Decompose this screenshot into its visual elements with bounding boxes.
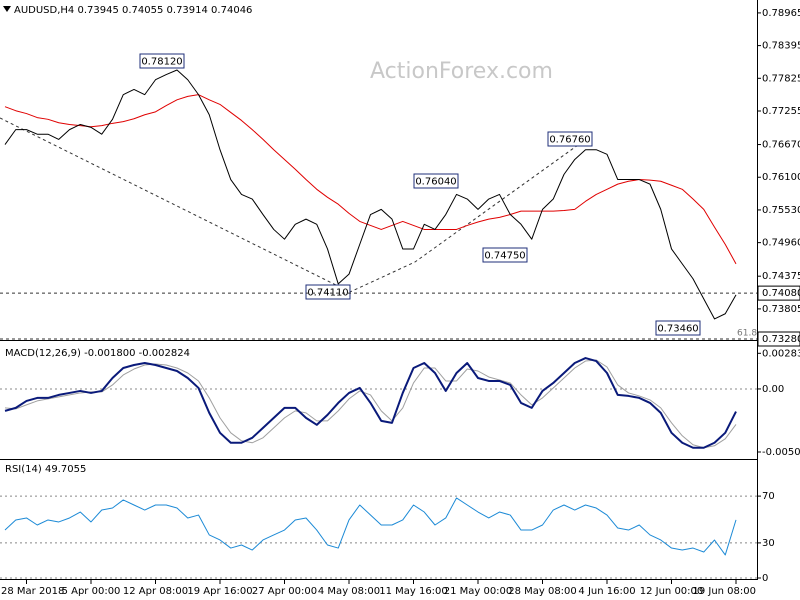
annotation: 61.8	[737, 329, 757, 339]
pane-title: RSI(14) 49.7055	[5, 464, 86, 475]
title-icon	[3, 6, 11, 12]
y-tick-label: 0.74960	[762, 238, 800, 249]
annotation: 0.76760	[549, 135, 590, 146]
y-tick-label: 0.78395	[762, 41, 800, 52]
level-label: 0.73280	[762, 334, 800, 345]
annotation-box	[139, 53, 185, 69]
x-tick-label: 19 Apr 16:00	[187, 586, 252, 597]
x-tick-label: 4 Jun 16:00	[578, 586, 635, 597]
annotation-box	[655, 320, 701, 336]
series-line	[4, 497, 737, 556]
annotation: 0.74750	[484, 251, 525, 262]
level-label: 0.74080	[762, 288, 800, 299]
watermark: ActionForex.com	[370, 59, 553, 84]
chart-title: AUDUSD,H4 0.73945 0.74055 0.73914 0.7404…	[14, 5, 252, 16]
pane-title: MACD(12,26,9) -0.001800 -0.002824	[5, 348, 190, 359]
x-tick-label: 21 May 00:00	[444, 586, 513, 597]
y-tick-label: 0.76100	[762, 172, 800, 183]
series-line	[4, 69, 737, 320]
annotation: 0.74110	[307, 288, 348, 299]
x-tick-label: 11 May 16:00	[379, 586, 448, 597]
annotation-box	[482, 247, 528, 263]
y-tick-label: 0.77255	[762, 106, 800, 117]
y-tick-label: 0.78965	[762, 8, 800, 19]
y-tick-label: 30	[762, 538, 775, 549]
y-tick-label: 0.73805	[762, 304, 800, 315]
x-tick-label: 27 Apr 00:00	[252, 586, 317, 597]
series-line	[4, 94, 737, 265]
y-tick-label: 0.00	[762, 384, 784, 395]
y-tick-label: 0.75530	[762, 205, 800, 216]
y-tick-label: 0.77825	[762, 73, 800, 84]
x-tick-label: 4 May 08:00	[318, 586, 380, 597]
annotation-box	[305, 284, 351, 300]
annotation: 0.78120	[141, 57, 182, 68]
x-tick-label: 12 Apr 08:00	[123, 586, 188, 597]
annotations: 0.78120 0.76760 0.76040 0.74750 0.74110 …	[139, 53, 757, 339]
annotation: 0.73460	[657, 324, 698, 335]
annotation-box	[547, 131, 593, 147]
x-tick-label: 19 Jun 08:00	[692, 586, 756, 597]
x-tick-label: 12 Jun 00:00	[640, 586, 704, 597]
y-tick-label: 0	[762, 573, 768, 584]
y-tick-label: 70	[762, 491, 775, 502]
x-tick-label: 5 Apr 00:00	[62, 586, 121, 597]
level-label-box	[757, 331, 800, 347]
x-tick-label: 28 Mar 2018	[1, 586, 64, 597]
y-tick-label: 0.76670	[762, 140, 800, 151]
y-tick-label: 0.002839	[762, 348, 800, 359]
y-tick-label: -0.005021	[762, 447, 800, 458]
y-tick-label: 0.74375	[762, 271, 800, 282]
trend-line	[0, 117, 586, 293]
series-line	[4, 359, 737, 449]
x-tick-label: 28 May 08:00	[508, 586, 577, 597]
level-label-box	[757, 285, 800, 301]
annotation-box	[413, 173, 459, 189]
annotation: 0.76040	[415, 177, 456, 188]
series-line	[4, 357, 737, 449]
